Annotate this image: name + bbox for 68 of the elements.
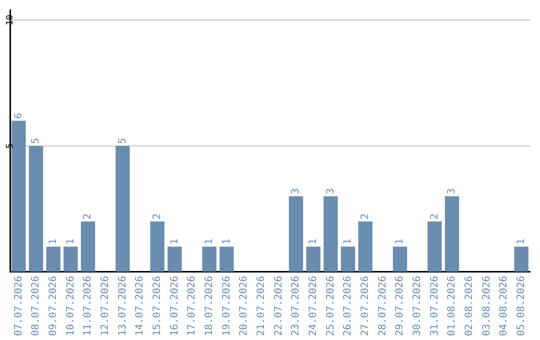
bar (444, 196, 460, 272)
bar (80, 221, 96, 272)
data-label: 1 (48, 238, 59, 245)
bar (28, 146, 44, 272)
bar (12, 120, 26, 272)
bar (514, 246, 528, 272)
data-label: 1 (516, 238, 527, 245)
x-tick-label: 05.08.2026 (516, 276, 527, 336)
x-tick-label: 27.07.2026 (360, 276, 371, 336)
x-tick-label: 15.07.2026 (152, 276, 163, 336)
x-tick-label: 08.07.2026 (30, 276, 42, 336)
x-tick-label: 13.07.2026 (117, 276, 128, 336)
x-tick-label: 31.07.2026 (429, 276, 440, 336)
x-tick-label: 24.07.2026 (308, 276, 319, 336)
data-label: 1 (221, 238, 232, 245)
x-tick-label: 02.08.2026 (464, 276, 475, 336)
data-label: 1 (204, 238, 215, 245)
data-label: 1 (65, 238, 76, 245)
bar (288, 196, 304, 272)
bar (340, 246, 356, 272)
bar (168, 246, 182, 272)
data-label: 1 (394, 238, 406, 245)
x-tick-label: 23.07.2026 (290, 276, 302, 336)
x-tick-label: 29.07.2026 (394, 276, 406, 336)
x-tick-label: 18.07.2026 (204, 276, 215, 336)
bar (202, 246, 216, 272)
x-tick-label: 20.07.2026 (238, 276, 250, 336)
data-label: 3 (446, 188, 458, 194)
data-label: 2 (152, 213, 163, 220)
bar (428, 221, 442, 272)
bar (358, 221, 372, 272)
x-tick-label: 21.07.2026 (256, 276, 267, 336)
data-label: 1 (342, 238, 354, 245)
data-label: 1 (308, 238, 319, 245)
bar (306, 246, 320, 272)
data-label: 2 (360, 213, 371, 220)
bar (392, 246, 408, 272)
x-tick-label: 25.07.2026 (325, 276, 336, 336)
x-tick-label: 12.07.2026 (100, 276, 111, 336)
bar (64, 246, 78, 272)
x-tick-label: 17.07.2026 (186, 276, 198, 336)
x-tick-label: 09.07.2026 (48, 276, 59, 336)
data-label: 2 (82, 213, 94, 220)
x-tick-label: 04.08.2026 (498, 276, 510, 336)
data-label: 2 (429, 213, 440, 220)
data-label: 6 (13, 112, 24, 119)
bar (46, 246, 60, 272)
x-tick-label: 30.07.2026 (412, 276, 423, 336)
x-tick-label: 26.07.2026 (342, 276, 354, 336)
data-label: 1 (169, 238, 180, 245)
bar (220, 246, 234, 272)
data-label: 3 (290, 188, 302, 194)
bar (150, 221, 164, 272)
data-label: 3 (325, 188, 336, 194)
x-tick-label: 22.07.2026 (273, 276, 284, 336)
x-tick-label: 01.08.2026 (446, 276, 458, 336)
x-tick-label: 10.07.2026 (65, 276, 76, 336)
bar (116, 146, 130, 272)
bar (324, 196, 338, 272)
x-tick-label: 16.07.2026 (169, 276, 180, 336)
x-tick-label: 07.07.2026 (13, 276, 24, 336)
x-tick-label: 28.07.2026 (377, 276, 388, 336)
data-label: 5 (30, 138, 42, 144)
data-label: 5 (117, 138, 128, 144)
x-tick-label: 11.07.2026 (82, 276, 94, 336)
x-tick-label: 03.08.2026 (481, 276, 492, 336)
x-tick-label: 19.07.2026 (221, 276, 232, 336)
x-tick-label: 14.07.2026 (134, 276, 146, 336)
